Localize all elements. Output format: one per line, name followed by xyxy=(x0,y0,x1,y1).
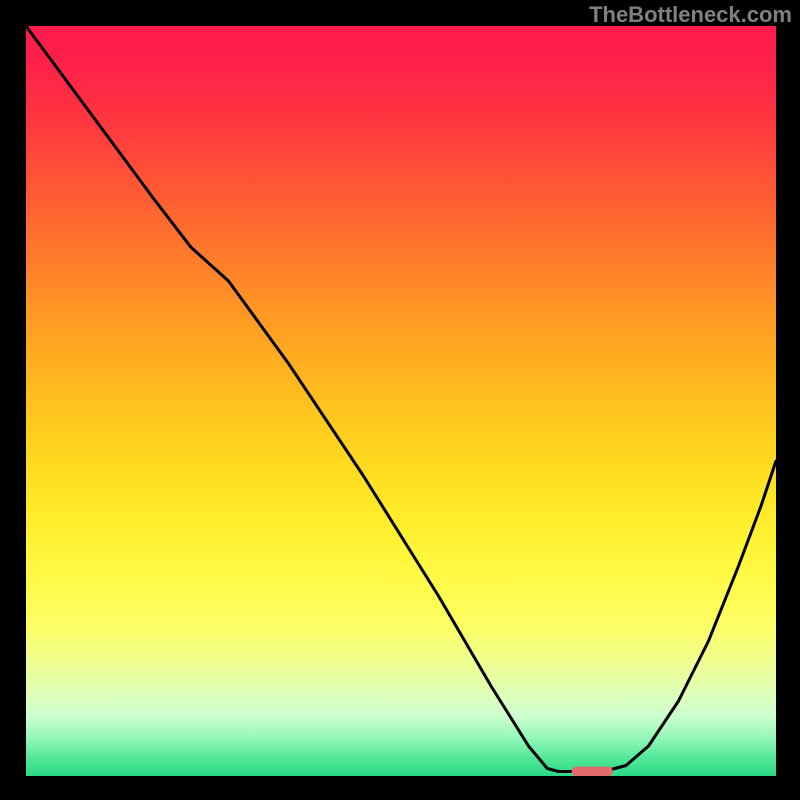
bottleneck-chart xyxy=(0,0,800,800)
watermark-text: TheBottleneck.com xyxy=(589,2,792,28)
chart-container: TheBottleneck.com xyxy=(0,0,800,800)
